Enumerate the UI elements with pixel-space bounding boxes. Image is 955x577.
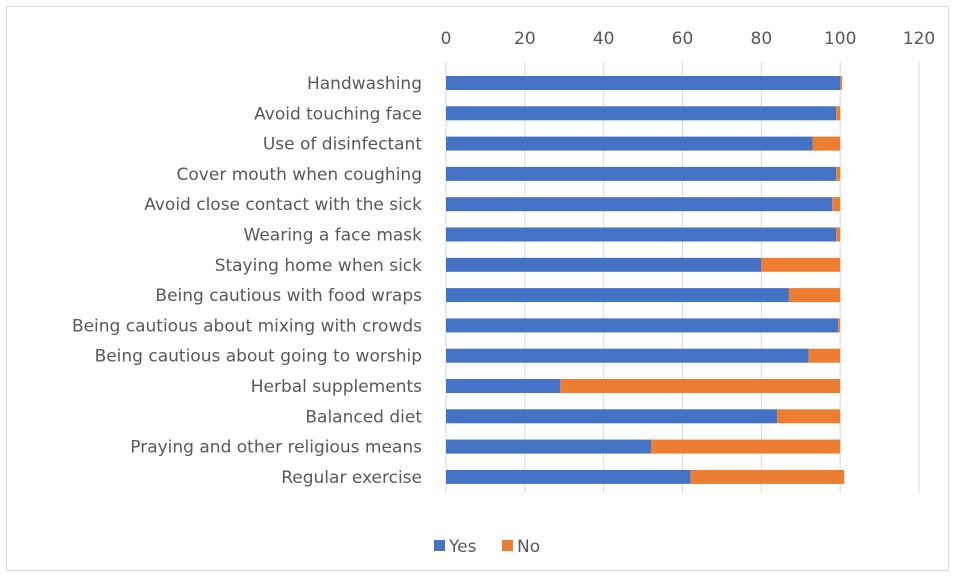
bar-yes-segment: [446, 288, 789, 303]
legend-label-yes: Yes: [448, 537, 477, 557]
x-tick-label: 60: [672, 29, 694, 49]
category-label: Balanced diet: [305, 407, 422, 427]
bar-yes-segment: [446, 469, 691, 484]
legend-label-no: No: [517, 537, 540, 557]
bar-no-segment: [836, 227, 841, 242]
x-tick-label: 0: [441, 29, 452, 49]
legend: Yes No: [434, 537, 540, 557]
bar-yes-segment: [446, 197, 833, 212]
bar-no-segment: [650, 439, 841, 454]
category-label: Cover mouth when coughing: [177, 165, 422, 185]
category-labels: Handwashing Avoid touching face Use of dis…: [72, 74, 422, 488]
category-label: Herbal supplements: [251, 377, 422, 397]
category-label: Staying home when sick: [215, 256, 422, 276]
bar-yes-segment: [446, 136, 813, 151]
category-label: Avoid touching face: [254, 104, 422, 124]
legend-swatch-no: [502, 540, 513, 551]
category-label: Avoid close contact with the sick: [144, 195, 422, 215]
gridlines: [445, 62, 920, 493]
x-axis-ticks: 0 20 40 60 80 100 120: [441, 29, 936, 49]
category-label: Being cautious about going to worship: [95, 347, 422, 367]
category-label: Use of disinfectant: [263, 135, 422, 155]
bar-yes-segment: [446, 439, 651, 454]
x-tick-label: 100: [824, 29, 856, 49]
bar-no-segment: [838, 318, 841, 333]
bar-yes-segment: [446, 76, 841, 90]
bar-no-segment: [560, 379, 841, 393]
bar-yes-segment: [446, 348, 809, 363]
bars: [446, 76, 845, 484]
bar-yes-segment: [446, 166, 837, 181]
category-label: Being cautious with food wraps: [155, 286, 422, 306]
bar-yes-segment: [446, 409, 778, 424]
bar-no-segment: [812, 136, 841, 151]
bar-no-segment: [761, 257, 841, 272]
x-tick-label: 120: [903, 29, 935, 49]
bar-yes-segment: [446, 227, 837, 242]
x-tick-label: 40: [593, 29, 615, 49]
x-tick-label: 80: [751, 29, 773, 49]
category-label: Regular exercise: [281, 468, 422, 488]
legend-swatch-yes: [434, 540, 445, 551]
bar-yes-segment: [446, 318, 839, 333]
bar-no-segment: [836, 166, 841, 181]
bar-no-segment: [777, 409, 841, 424]
bar-no-segment: [840, 76, 843, 90]
category-label: Wearing a face mask: [244, 226, 423, 246]
bar-yes-segment: [446, 257, 762, 272]
bar-no-segment: [788, 288, 841, 303]
bar-no-segment: [808, 348, 841, 363]
bar-no-segment: [832, 197, 841, 212]
bar-no-segment: [690, 469, 845, 484]
x-tick-label: 20: [514, 29, 536, 49]
category-label: Praying and other religious means: [130, 438, 422, 458]
bar-yes-segment: [446, 106, 837, 121]
category-label: Being cautious about mixing with crowds: [72, 316, 422, 336]
bar-no-segment: [836, 106, 841, 121]
category-label: Handwashing: [307, 74, 422, 94]
bar-yes-segment: [446, 379, 561, 393]
